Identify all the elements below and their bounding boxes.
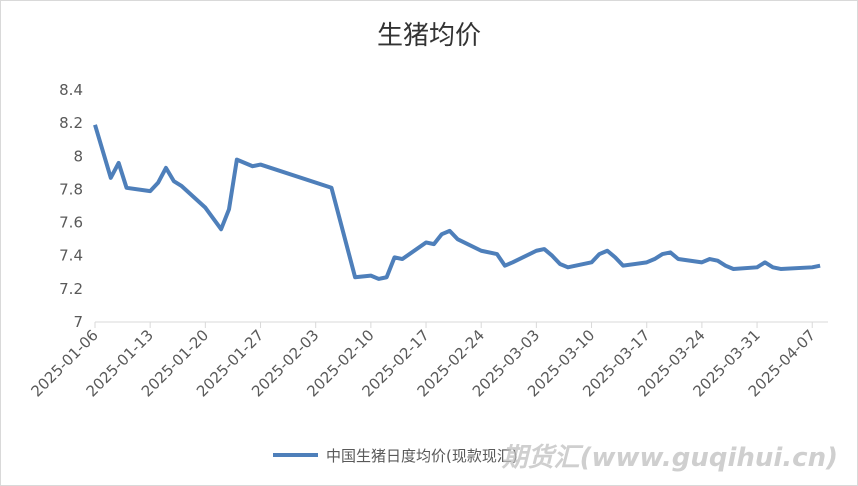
y-tick-label: 8.2 (59, 114, 83, 132)
data-line (93, 124, 821, 281)
y-tick-label: 8.4 (59, 81, 83, 99)
y-tick-label: 7.2 (59, 280, 83, 298)
y-tick-label: 8 (73, 147, 83, 165)
y-tick-label: 7.8 (59, 180, 83, 198)
y-tick-label: 7.4 (59, 247, 83, 265)
chart-title: 生猪均价 (377, 21, 481, 51)
y-tick-label: 7.6 (59, 214, 83, 232)
y-tick-label: 7 (73, 313, 83, 331)
watermark: 期货汇(www.guqihui.cn) (501, 443, 838, 473)
legend-label: 中国生猪日度均价(现款现汇) (326, 447, 518, 465)
